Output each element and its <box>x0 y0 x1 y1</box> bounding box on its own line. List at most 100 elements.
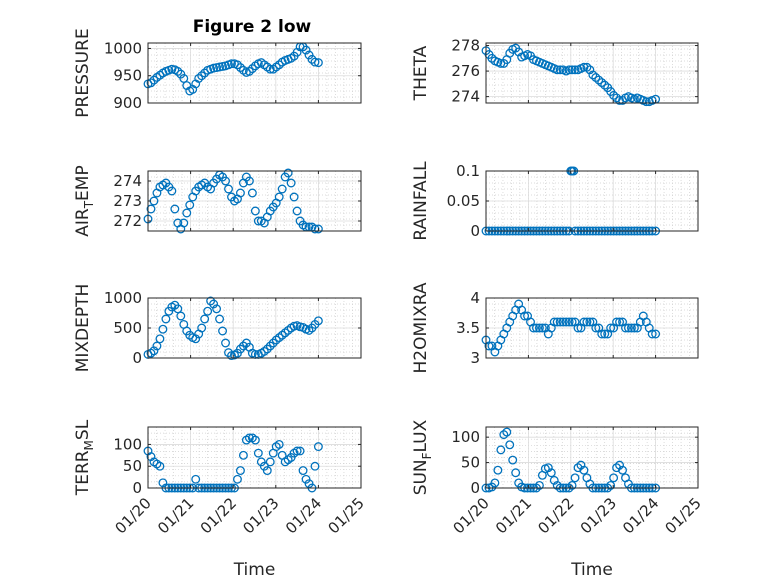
y-tick-label: 0 <box>132 479 142 497</box>
data-point <box>564 317 574 327</box>
data-point <box>289 192 299 202</box>
data-point <box>265 341 275 351</box>
data-point <box>218 326 227 336</box>
data-point <box>496 445 506 455</box>
data-point <box>520 311 530 321</box>
data-point <box>238 450 248 460</box>
axes-background <box>148 43 361 103</box>
y-axis-label: TERRMSL <box>73 419 96 496</box>
data-point <box>209 299 219 309</box>
data-point <box>585 317 595 327</box>
data-point <box>570 473 580 483</box>
data-point <box>567 481 577 490</box>
data-point <box>238 341 248 351</box>
x-axis-label: Time <box>233 560 276 580</box>
data-point <box>295 446 305 456</box>
data-point <box>505 440 515 450</box>
y-tick-label: 278 <box>451 37 480 55</box>
subplot-8: 0 50 100 SUNFLUX 01/20 01/21 01/22 01/23 01/24 01… <box>411 419 705 580</box>
data-point <box>283 168 293 178</box>
data-point <box>591 323 601 333</box>
data-point <box>493 465 503 475</box>
data-point <box>555 65 565 75</box>
data-point <box>502 427 512 437</box>
data-point <box>499 430 509 440</box>
axes-box <box>485 42 699 104</box>
x-tick-label: 01/22 <box>197 494 240 537</box>
data-point <box>250 435 260 445</box>
data-point <box>570 65 580 75</box>
y-axis-label: PRESSURE <box>73 28 93 117</box>
data-point <box>508 455 518 465</box>
data-point <box>206 296 216 306</box>
axes-box <box>147 426 362 489</box>
data-point <box>247 64 257 74</box>
data-point <box>268 338 278 348</box>
y-tick-label: 3.5 <box>456 319 480 337</box>
y-axis-label: AIRTEMP <box>73 165 96 236</box>
data-point <box>265 64 275 74</box>
data-point <box>146 78 156 88</box>
y-tick-label: 272 <box>113 212 142 230</box>
data-point <box>579 317 589 327</box>
data-point <box>582 317 592 327</box>
figure-title: Figure 2 low <box>193 17 312 37</box>
data-point <box>233 60 242 70</box>
x-tick-label: 01/23 <box>577 494 620 537</box>
data-point <box>235 466 245 476</box>
data-point <box>152 341 162 351</box>
data-point <box>624 323 633 333</box>
subplot-1: 900 950 1000 PRESSURE <box>73 28 362 118</box>
data-point <box>200 314 210 324</box>
data-point <box>262 344 272 354</box>
y-tick-label: 900 <box>113 94 142 112</box>
x-tick-label: 01/25 <box>325 494 368 537</box>
data-point <box>313 224 323 234</box>
data-point <box>555 317 565 327</box>
data-point <box>597 329 607 339</box>
x-tick-label: 01/20 <box>112 494 155 537</box>
data-point <box>532 323 541 333</box>
y-tick-label: 1000 <box>104 39 142 57</box>
data-point <box>221 176 230 186</box>
y-tick-label: 0 <box>132 349 142 367</box>
data-point <box>621 323 630 333</box>
x-tick-label: 01/25 <box>662 494 705 537</box>
subplot-4: 0 0.05 0.1 RAINFALL <box>411 161 699 241</box>
x-tick-label: 01/21 <box>154 494 197 537</box>
data-point <box>197 323 207 333</box>
data-point <box>224 348 233 358</box>
data-point <box>591 73 601 82</box>
data-point <box>313 316 323 326</box>
data-point <box>277 184 287 194</box>
data-point <box>313 442 323 452</box>
data-point <box>173 304 183 314</box>
data-point <box>235 188 245 198</box>
data-point <box>612 93 622 103</box>
data-point <box>579 465 589 475</box>
data-point <box>244 176 254 186</box>
data-point <box>594 75 604 85</box>
y-axis-label: RAINFALL <box>411 161 431 241</box>
data-point <box>301 45 311 55</box>
data-point <box>582 62 592 72</box>
data-point <box>629 323 639 333</box>
data-point <box>253 448 263 458</box>
data-point <box>564 65 574 75</box>
x-tick-label: 01/23 <box>239 494 282 537</box>
data-point <box>233 474 242 484</box>
data-point <box>588 70 598 80</box>
data-point <box>149 346 159 356</box>
data-point <box>626 323 636 333</box>
data-point <box>286 178 296 188</box>
x-tick-label: 01/21 <box>492 494 535 537</box>
data-point <box>490 478 500 488</box>
data-point <box>600 329 610 339</box>
y-axis-label: H2OMIXRA <box>411 282 431 373</box>
data-point <box>585 65 595 75</box>
data-point <box>552 317 562 327</box>
data-point <box>552 481 562 490</box>
data-point <box>549 475 559 485</box>
data-point <box>185 200 195 210</box>
